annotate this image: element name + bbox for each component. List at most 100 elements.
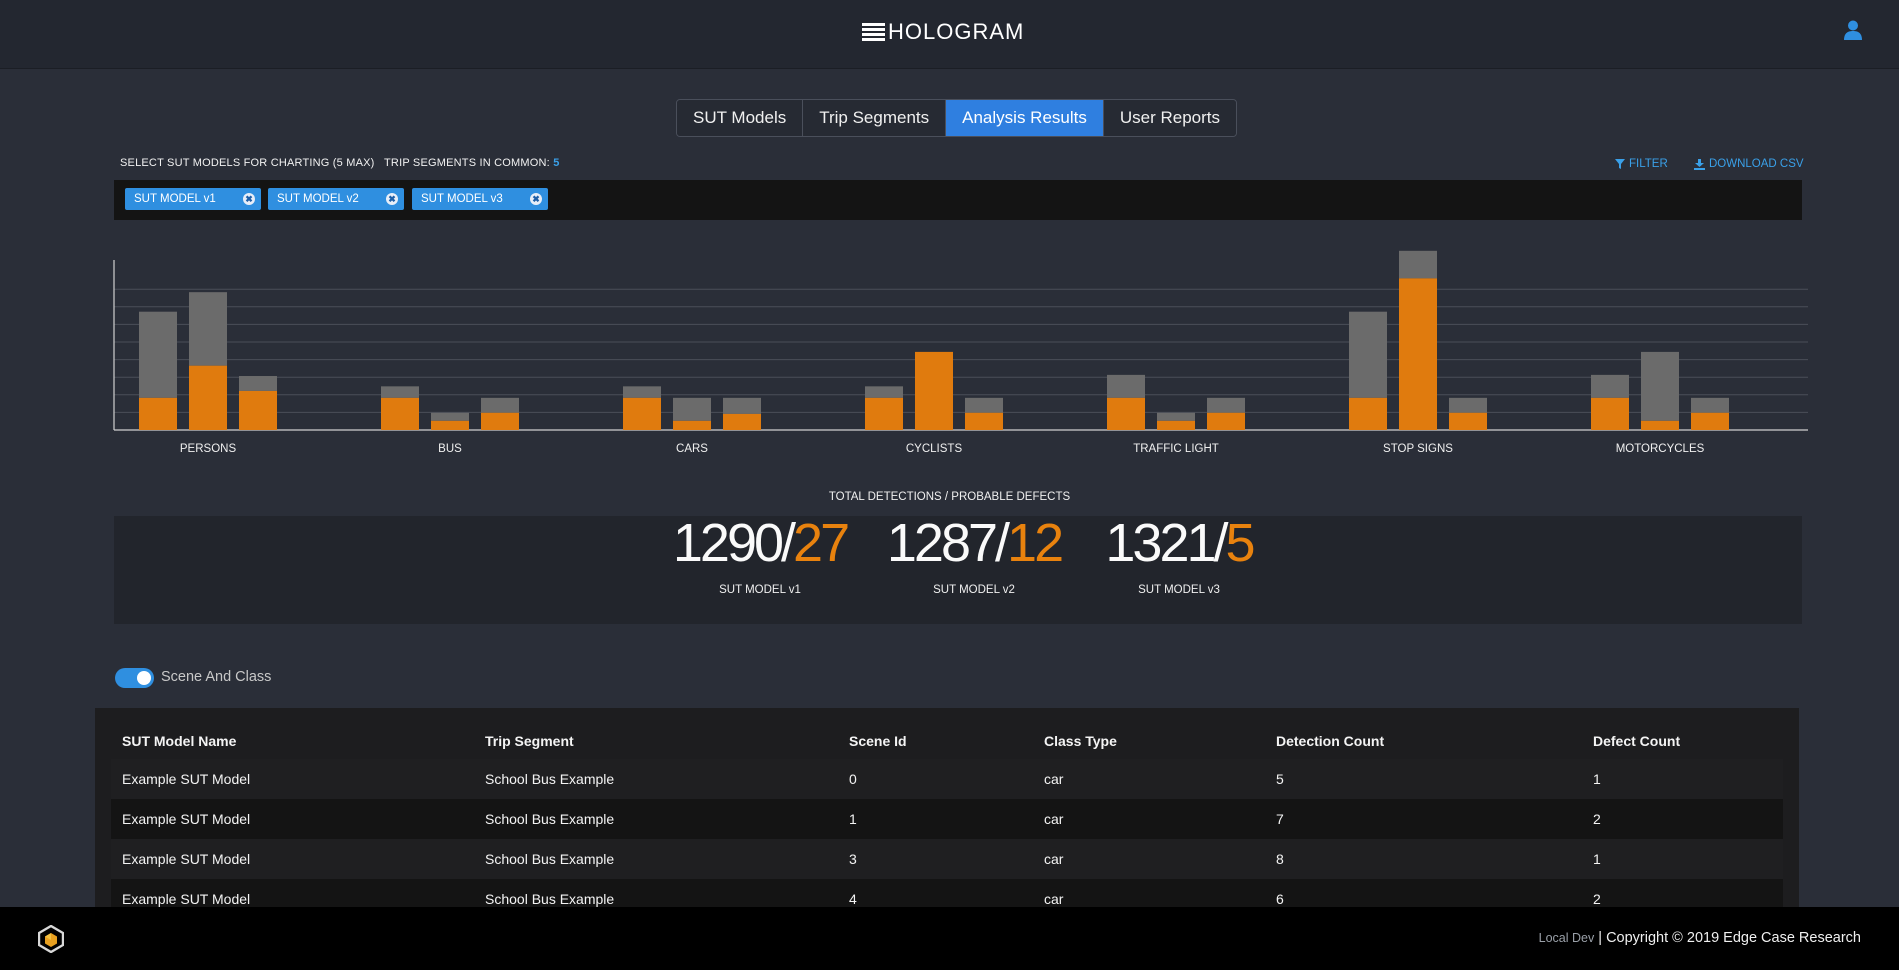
bar-defect-segment xyxy=(1399,278,1437,430)
category-label: CARS xyxy=(676,443,708,455)
toggle-label: Scene And Class xyxy=(161,669,272,685)
bar-defect-segment xyxy=(1207,412,1245,430)
cell-defect-count: 1 xyxy=(1593,771,1601,787)
bar-defect-segment xyxy=(723,413,761,430)
detections-count: 1290 xyxy=(672,513,784,573)
tab-sut-models[interactable]: SUT Models xyxy=(677,100,804,136)
trip-segments-common: TRIP SEGMENTS IN COMMON: 5 xyxy=(384,157,560,169)
cell-class-type: car xyxy=(1044,851,1064,867)
cell-defect-count: 1 xyxy=(1593,851,1601,867)
cell-model-name: Example SUT Model xyxy=(122,771,251,787)
bar-total-segment xyxy=(1399,250,1437,279)
cell-detection-count: 6 xyxy=(1276,891,1284,907)
cell-detection-count: 8 xyxy=(1276,851,1284,867)
defects-count: 12 xyxy=(1007,513,1064,573)
filter-icon xyxy=(1615,159,1625,169)
model-chip[interactable]: SUT MODEL v1 ✖ xyxy=(125,188,261,210)
bar-total-segment xyxy=(1107,374,1145,398)
app-logo[interactable]: HOLOGRAM xyxy=(862,18,1024,46)
defects-count: 5 xyxy=(1225,513,1256,573)
cell-model-name: Example SUT Model xyxy=(122,811,251,827)
bar-total-segment xyxy=(1349,311,1387,398)
bar-defect-segment xyxy=(189,365,227,430)
cell-scene-id: 1 xyxy=(849,811,857,827)
bar-total-segment xyxy=(1591,374,1629,398)
cell-class-type: car xyxy=(1044,891,1064,907)
cell-detection-count: 5 xyxy=(1276,771,1284,787)
bar-defect-segment xyxy=(915,351,953,430)
bar-defect-segment xyxy=(381,397,419,430)
user-icon[interactable] xyxy=(1844,20,1862,40)
category-label: CYCLISTS xyxy=(906,443,963,455)
cell-model-name: Example SUT Model xyxy=(122,891,251,907)
bar-defect-segment xyxy=(965,412,1003,430)
bar-total-segment xyxy=(865,386,903,398)
scene-class-toggle[interactable] xyxy=(115,668,154,688)
trip-common-count: 5 xyxy=(553,157,560,169)
cell-model-name: Example SUT Model xyxy=(122,851,251,867)
column-header[interactable]: Trip Segment xyxy=(485,733,574,749)
model-chip-label: SUT MODEL v2 xyxy=(277,193,359,205)
filter-button[interactable]: FILTER xyxy=(1615,158,1668,170)
category-label: STOP SIGNS xyxy=(1383,443,1453,455)
bar-defect-segment xyxy=(673,420,711,430)
table-row[interactable]: Example SUT Model School Bus Example 3 c… xyxy=(111,839,1783,879)
column-header[interactable]: Defect Count xyxy=(1593,733,1681,749)
category-label: PERSONS xyxy=(180,443,237,455)
bar-total-segment xyxy=(481,397,519,413)
table-row[interactable]: Example SUT Model School Bus Example 1 c… xyxy=(111,799,1783,839)
bar-total-segment xyxy=(1691,397,1729,413)
column-header[interactable]: Class Type xyxy=(1044,733,1117,749)
column-header[interactable]: SUT Model Name xyxy=(122,733,237,749)
bar-defect-segment xyxy=(1107,397,1145,430)
download-csv-button[interactable]: DOWNLOAD CSV xyxy=(1694,158,1804,170)
bar-defect-segment xyxy=(481,412,519,430)
tab-trip-segments[interactable]: Trip Segments xyxy=(803,100,947,136)
detections-count: 1321 xyxy=(1105,513,1216,573)
cell-scene-id: 0 xyxy=(849,771,857,787)
edge-case-logo-icon[interactable] xyxy=(38,925,64,953)
column-header[interactable]: Detection Count xyxy=(1276,733,1385,749)
column-header[interactable]: Scene Id xyxy=(849,733,907,749)
bar-defect-segment xyxy=(1591,397,1629,430)
bar-defect-segment xyxy=(1157,420,1195,430)
tab-user-reports[interactable]: User Reports xyxy=(1103,100,1236,136)
remove-chip-icon[interactable]: ✖ xyxy=(243,193,255,205)
bar-total-segment xyxy=(1207,397,1245,413)
app-name: HOLOGRAM xyxy=(888,19,1025,44)
bar-total-segment xyxy=(189,292,227,366)
bar-total-segment xyxy=(139,311,177,398)
bar-defect-segment xyxy=(865,397,903,430)
model-chip[interactable]: SUT MODEL v2 ✖ xyxy=(268,188,404,210)
model-chip-label: SUT MODEL v1 xyxy=(134,193,216,205)
cell-trip-segment: School Bus Example xyxy=(485,771,615,787)
main-tabs: SUT Models Trip Segments Analysis Result… xyxy=(676,99,1237,137)
download-icon xyxy=(1694,158,1705,170)
category-label: BUS xyxy=(438,443,462,455)
cell-trip-segment: School Bus Example xyxy=(485,851,615,867)
model-selector[interactable]: SUT MODEL v1 ✖ SUT MODEL v2 ✖ SUT MODEL … xyxy=(114,180,1802,220)
bar-defect-segment xyxy=(239,390,277,430)
table-row[interactable]: Example SUT Model School Bus Example 0 c… xyxy=(111,759,1783,799)
model-total: 1321/5 SUT MODEL v3 xyxy=(1084,516,1274,596)
cell-defect-count: 2 xyxy=(1593,811,1601,827)
toggle-knob xyxy=(137,671,151,685)
trip-common-label: TRIP SEGMENTS IN COMMON: xyxy=(384,157,550,169)
remove-chip-icon[interactable]: ✖ xyxy=(386,193,398,205)
top-navbar: HOLOGRAM xyxy=(0,0,1899,69)
cell-scene-id: 3 xyxy=(849,851,857,867)
tab-analysis-results[interactable]: Analysis Results xyxy=(946,100,1104,136)
bar-defect-segment xyxy=(1691,412,1729,430)
cell-trip-segment: School Bus Example xyxy=(485,891,615,907)
category-label: TRAFFIC LIGHT xyxy=(1133,443,1219,455)
bar-total-segment xyxy=(1641,351,1679,421)
model-chip[interactable]: SUT MODEL v3 ✖ xyxy=(412,188,548,210)
bar-total-segment xyxy=(1449,397,1487,413)
model-name: SUT MODEL v1 xyxy=(719,584,801,596)
env-label: Local Dev xyxy=(1538,931,1595,945)
model-chip-label: SUT MODEL v3 xyxy=(421,193,503,205)
bar-defect-segment xyxy=(623,397,661,430)
remove-chip-icon[interactable]: ✖ xyxy=(530,193,542,205)
category-label: MOTORCYCLES xyxy=(1616,443,1705,455)
bar-defect-segment xyxy=(1349,397,1387,430)
